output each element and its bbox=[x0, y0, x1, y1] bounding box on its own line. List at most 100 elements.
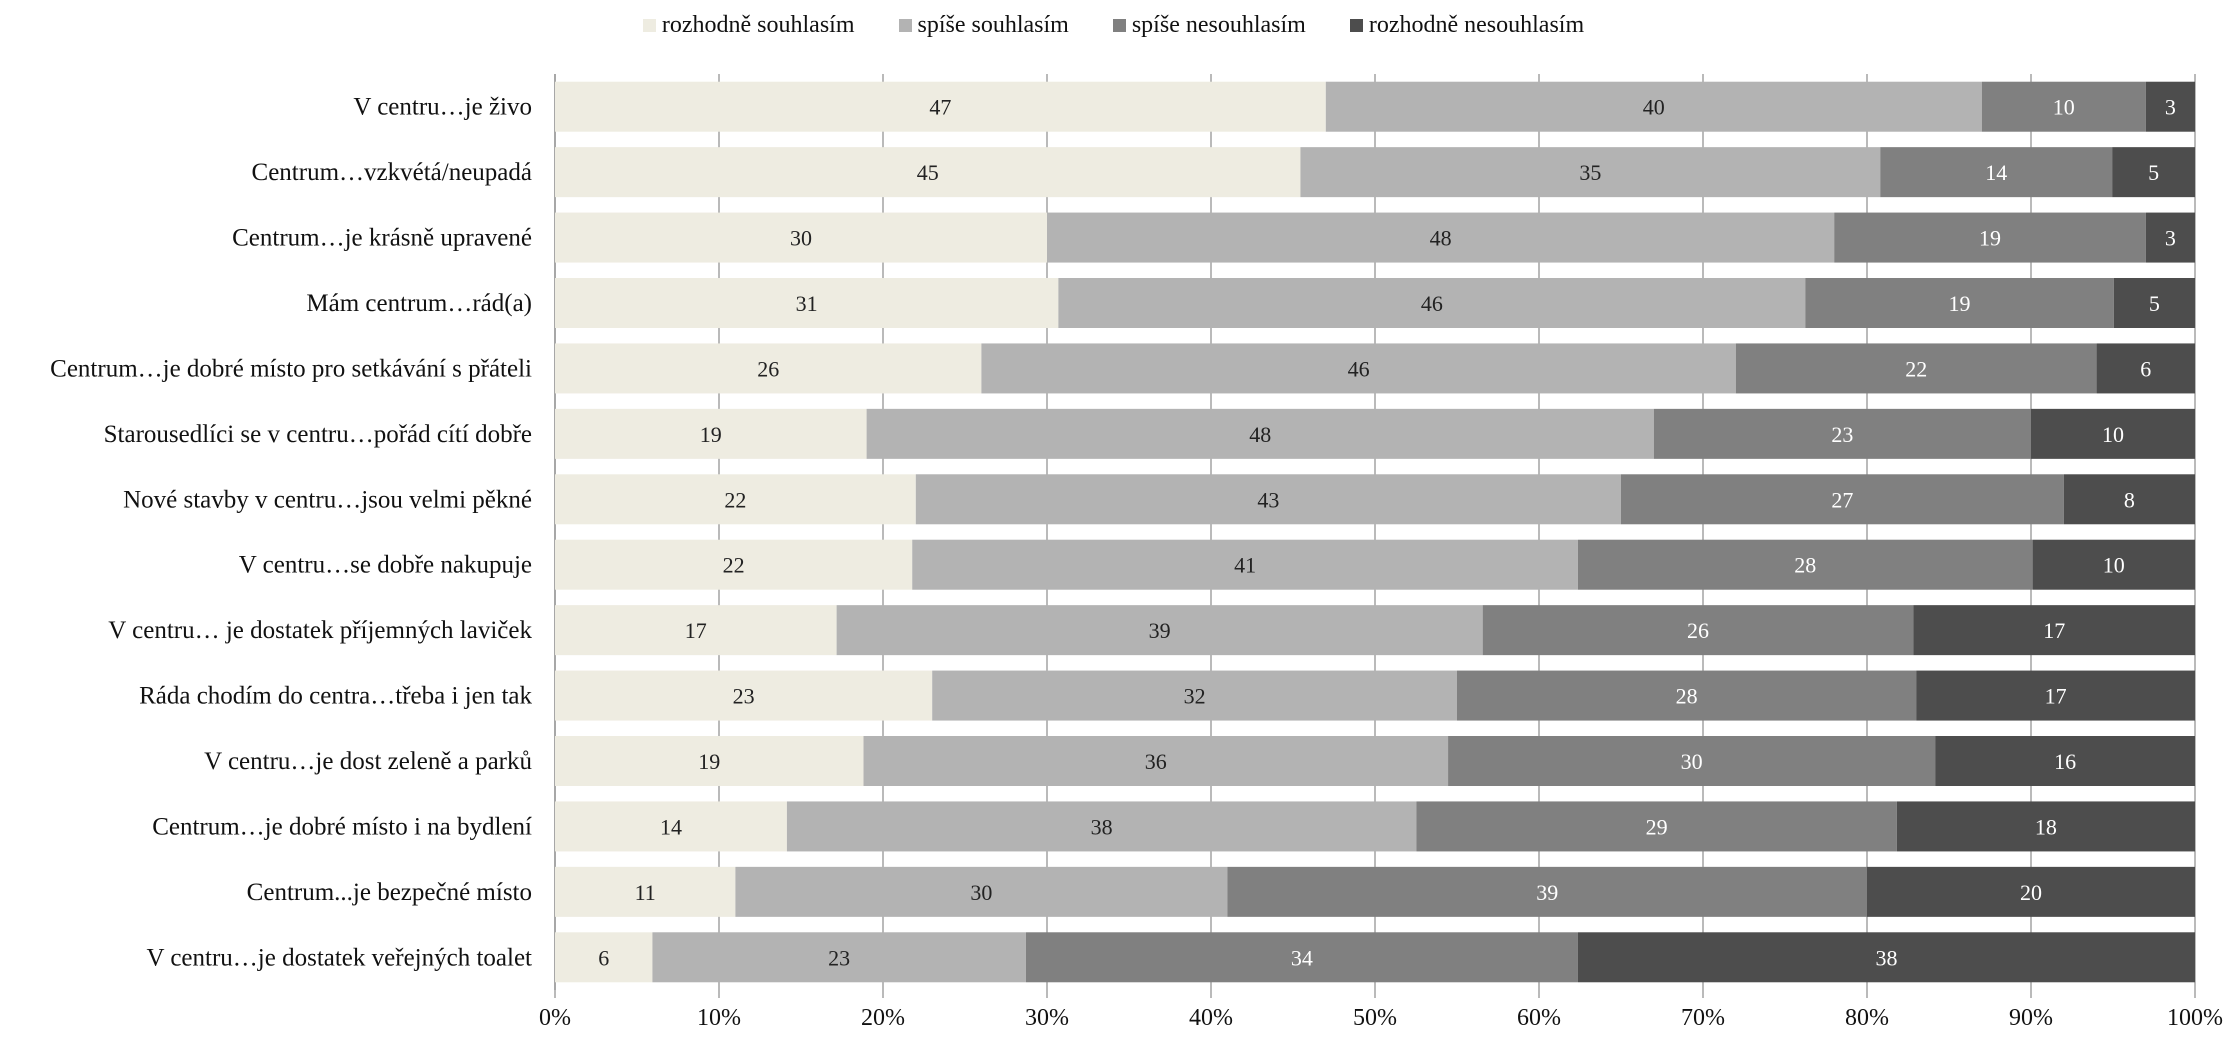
data-label: 30 bbox=[790, 226, 812, 251]
category-label: Starousedlíci se v centru…pořád cítí dob… bbox=[104, 421, 532, 448]
bar-segment bbox=[735, 866, 1228, 917]
bar-segment bbox=[555, 212, 1047, 263]
bar-segment bbox=[2112, 147, 2195, 198]
data-label: 17 bbox=[2043, 618, 2065, 643]
bar-segment bbox=[555, 801, 787, 852]
bar-segment bbox=[2031, 408, 2195, 459]
bar-segment bbox=[1916, 670, 2195, 721]
category-label: V centru… je dostatek příjemných laviček bbox=[108, 617, 532, 644]
x-tick-label: 20% bbox=[861, 1005, 905, 1031]
legend-item: spíše souhlasím bbox=[898, 11, 1069, 39]
bar-segment bbox=[1025, 932, 1578, 983]
data-label: 20 bbox=[2020, 880, 2042, 905]
category-label: Centrum…je dobré místo i na bydlení bbox=[152, 813, 532, 840]
x-tick-label: 50% bbox=[1353, 1005, 1397, 1031]
data-label: 47 bbox=[929, 95, 951, 120]
legend-label: spíše souhlasím bbox=[917, 11, 1069, 38]
data-label: 39 bbox=[1149, 618, 1171, 643]
bar-segment bbox=[1834, 212, 2146, 263]
bar-segment bbox=[1935, 736, 2195, 786]
legend-item: rozhodně souhlasím bbox=[642, 12, 855, 39]
legend-label: spíše nesouhlasím bbox=[1131, 11, 1306, 38]
data-label: 19 bbox=[698, 749, 720, 774]
data-label: 35 bbox=[1579, 160, 1601, 185]
x-tick-label: 30% bbox=[1025, 1005, 1069, 1031]
data-label: 22 bbox=[724, 487, 746, 512]
bar-segment bbox=[555, 605, 837, 656]
category-label: Centrum...je bezpečné místo bbox=[247, 879, 532, 906]
data-label: 28 bbox=[1794, 553, 1816, 578]
bar-segment bbox=[915, 474, 1621, 525]
data-label: 11 bbox=[635, 880, 656, 905]
category-label: Centrum…je dobré místo pro setkávání s p… bbox=[50, 355, 532, 382]
bar-segment bbox=[1416, 801, 1897, 852]
bar-segment bbox=[1482, 605, 1914, 656]
data-label: 41 bbox=[1234, 553, 1256, 578]
data-label: 30 bbox=[970, 880, 992, 905]
category-label: V centru…je dost zeleně a parků bbox=[204, 748, 532, 775]
bar-segment bbox=[863, 736, 1449, 786]
data-label: 46 bbox=[1348, 356, 1370, 381]
x-tick-label: 0% bbox=[539, 1005, 571, 1031]
data-label: 17 bbox=[685, 618, 707, 643]
data-label: 3 bbox=[2165, 95, 2176, 120]
bar-segment bbox=[555, 278, 1059, 328]
bar-segment bbox=[786, 801, 1417, 852]
data-label: 10 bbox=[2103, 553, 2125, 578]
bar-segment bbox=[1325, 81, 1982, 132]
bar-segment bbox=[555, 932, 653, 983]
category-label: Nové stavby v centru…jsou velmi pěkné bbox=[123, 486, 532, 513]
data-label: 27 bbox=[1831, 487, 1853, 512]
data-label: 48 bbox=[1249, 422, 1271, 447]
bar-segment bbox=[555, 866, 736, 917]
bar-segment bbox=[932, 670, 1457, 721]
data-label: 17 bbox=[2045, 684, 2067, 709]
bar-segment bbox=[555, 736, 864, 786]
data-label: 19 bbox=[1949, 291, 1971, 316]
x-tick-label: 10% bbox=[697, 1005, 741, 1031]
x-tick-label: 60% bbox=[1517, 1005, 1561, 1031]
legend-swatch bbox=[1112, 18, 1126, 32]
data-label: 8 bbox=[2124, 487, 2135, 512]
bar-segment bbox=[1227, 866, 1867, 917]
data-label: 26 bbox=[757, 356, 779, 381]
bar-segment bbox=[1981, 81, 2146, 132]
bar-segment bbox=[1300, 147, 1881, 198]
bar-segment bbox=[866, 408, 1654, 459]
data-label: 6 bbox=[2140, 356, 2151, 381]
bar-segment bbox=[836, 605, 1483, 656]
data-label: 39 bbox=[1536, 880, 1558, 905]
bar-segment bbox=[1621, 474, 2064, 525]
data-label: 5 bbox=[2149, 291, 2160, 316]
category-label: Centrum…je krásně upravené bbox=[232, 225, 532, 252]
bar-segment bbox=[1457, 670, 1917, 721]
data-label: 29 bbox=[1646, 814, 1668, 839]
data-label: 23 bbox=[1831, 422, 1853, 447]
data-label: 34 bbox=[1291, 945, 1313, 970]
bar-segment bbox=[1880, 147, 2113, 198]
data-label: 5 bbox=[2148, 160, 2159, 185]
data-label: 46 bbox=[1421, 291, 1443, 316]
chart-legend: rozhodně souhlasím spíše souhlasím spíše n… bbox=[0, 8, 2227, 42]
bar-segment bbox=[1448, 736, 1936, 786]
x-tick-label: 70% bbox=[1681, 1005, 1725, 1031]
data-label: 48 bbox=[1430, 226, 1452, 251]
bar-segment bbox=[1577, 932, 2195, 983]
data-label: 36 bbox=[1145, 749, 1167, 774]
bar-segment bbox=[1805, 278, 2114, 328]
category-label: Ráda chodím do centra…třeba i jen tak bbox=[139, 683, 532, 710]
legend-swatch bbox=[898, 18, 912, 32]
data-label: 43 bbox=[1257, 487, 1279, 512]
bar-segment bbox=[2063, 474, 2195, 525]
bar-segment bbox=[1896, 801, 2195, 852]
bar-segment bbox=[2113, 278, 2195, 328]
bar-segment bbox=[555, 343, 982, 394]
category-label: Mám centrum…rád(a) bbox=[306, 290, 532, 317]
bar-segment bbox=[2032, 539, 2195, 590]
bar-segment bbox=[555, 474, 916, 525]
data-label: 28 bbox=[1676, 684, 1698, 709]
bar-segment bbox=[981, 343, 1736, 394]
data-label: 6 bbox=[598, 945, 609, 970]
bar-segment bbox=[555, 539, 913, 590]
